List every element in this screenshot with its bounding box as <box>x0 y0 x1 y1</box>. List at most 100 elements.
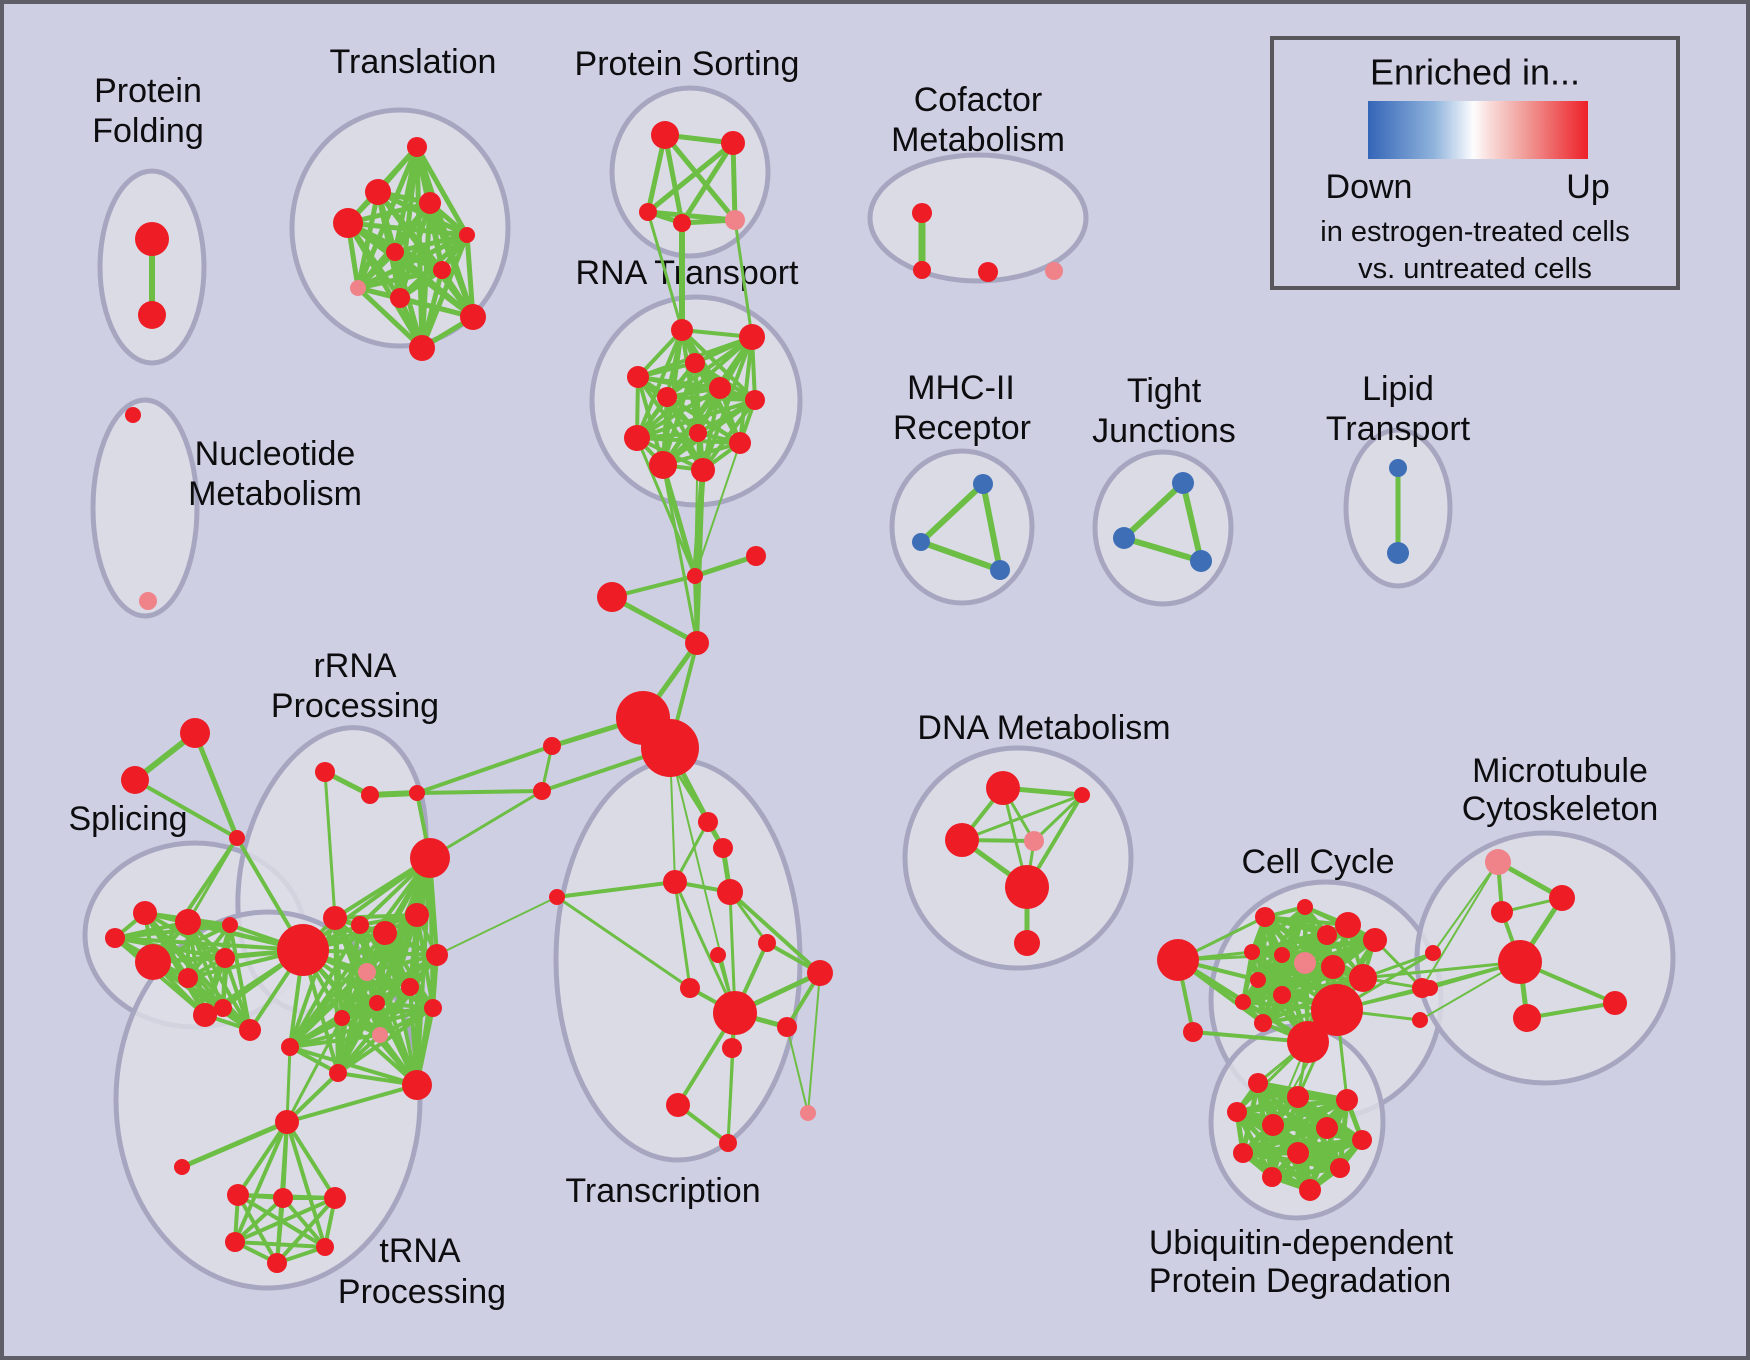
legend: Enriched in... Down Up in estrogen-treat… <box>1270 36 1680 290</box>
network-edge <box>355 267 445 291</box>
network-node <box>689 424 707 442</box>
network-node <box>281 1038 299 1056</box>
network-node <box>1491 901 1513 923</box>
network-node <box>673 214 691 232</box>
network-nodes-layer <box>105 121 1627 1273</box>
cluster-label-microtubule-cytoskeleton: Cytoskeleton <box>1462 790 1659 828</box>
network-node <box>1183 1022 1203 1042</box>
network-edge <box>1525 1001 1617 1020</box>
network-node <box>739 324 765 350</box>
legend-subtitle-line1: in estrogen-treated cells <box>1320 216 1630 248</box>
network-edge <box>288 1033 382 1049</box>
network-node <box>373 921 397 945</box>
network-edge <box>340 913 419 1020</box>
network-node <box>685 631 709 655</box>
network-edge <box>288 1045 419 1087</box>
network-node <box>229 830 245 846</box>
network-node <box>1287 1021 1329 1063</box>
network-node <box>543 737 561 755</box>
network-edge <box>275 1196 337 1265</box>
network-node <box>180 718 210 748</box>
network-node <box>1113 527 1135 549</box>
network-node <box>1387 542 1409 564</box>
network-edge <box>1432 861 1499 954</box>
network-edge <box>733 218 754 339</box>
network-node <box>372 1027 388 1043</box>
cluster-label-cell-cycle: Cell Cycle <box>1241 843 1394 881</box>
network-edge <box>192 730 240 841</box>
network-node <box>386 243 404 261</box>
cluster-label-transcription: Transcription <box>565 1172 760 1210</box>
network-edge <box>635 328 684 440</box>
network-node <box>225 1232 245 1252</box>
legend-title: Enriched in... <box>1370 52 1580 93</box>
network-edge <box>661 463 699 645</box>
network-node <box>698 812 718 832</box>
network-node <box>990 560 1010 580</box>
cluster-label-nucleotide-metabolism: Metabolism <box>188 475 362 513</box>
cluster-label-protein-folding: Folding <box>92 112 204 150</box>
network-node <box>459 227 475 243</box>
network-node <box>361 786 379 804</box>
network-node <box>135 944 171 980</box>
network-node <box>627 366 649 388</box>
network-node <box>121 766 149 794</box>
network-edge <box>728 890 822 975</box>
network-node <box>316 1238 334 1256</box>
network-node <box>1349 964 1377 992</box>
network-edge <box>288 916 337 1049</box>
network-edge <box>113 936 305 952</box>
network-node <box>687 568 703 584</box>
network-node <box>277 924 329 976</box>
network-node <box>639 203 657 221</box>
cluster-label-protein-sorting: Protein Sorting <box>575 45 800 83</box>
network-node <box>1412 1012 1428 1028</box>
network-edge <box>285 1120 337 1200</box>
network-edge <box>662 132 738 223</box>
network-node <box>912 203 932 223</box>
network-edge <box>333 916 340 1075</box>
cluster-label-rrna-processing: Processing <box>271 687 439 725</box>
legend-up-label: Up <box>1566 168 1609 206</box>
network-node <box>717 879 743 905</box>
network-edge <box>233 1196 337 1244</box>
cluster-label-ubiquitin-degradation: Ubiquitin-dependent <box>1149 1224 1454 1262</box>
network-node <box>945 823 979 857</box>
network-node <box>178 968 198 988</box>
network-node <box>193 1003 217 1027</box>
network-edge <box>236 1193 279 1265</box>
network-node <box>1227 1102 1247 1122</box>
network-node <box>1389 459 1407 477</box>
network-node <box>350 280 366 296</box>
network-node <box>1157 939 1199 981</box>
network-node <box>800 1105 816 1121</box>
network-node <box>1262 1114 1284 1136</box>
cluster-label-nucleotide-metabolism: Nucleotide <box>195 435 356 473</box>
cluster-ellipse-mhc-ii-receptor <box>889 448 1035 606</box>
network-node <box>1233 1143 1253 1163</box>
cluster-label-mhc-ii-receptor: Receptor <box>893 409 1031 447</box>
network-edge <box>635 436 697 578</box>
network-node <box>807 960 833 986</box>
network-node <box>1422 980 1438 996</box>
network-node <box>1262 1167 1282 1187</box>
network-node <box>1014 930 1040 956</box>
network-node <box>1485 849 1511 875</box>
network-node <box>663 870 687 894</box>
network-node <box>713 991 757 1035</box>
network-node <box>433 261 451 279</box>
network-edge <box>415 744 554 795</box>
network-edge <box>415 789 544 795</box>
network-node <box>1250 972 1266 988</box>
network-edge <box>285 1083 419 1124</box>
network-node <box>1317 925 1337 945</box>
network-edge <box>786 1026 809 1114</box>
network-edge <box>408 985 419 1087</box>
network-node <box>709 377 731 399</box>
network-edge <box>980 481 1003 573</box>
network-node <box>407 137 427 157</box>
network-node <box>409 785 425 801</box>
